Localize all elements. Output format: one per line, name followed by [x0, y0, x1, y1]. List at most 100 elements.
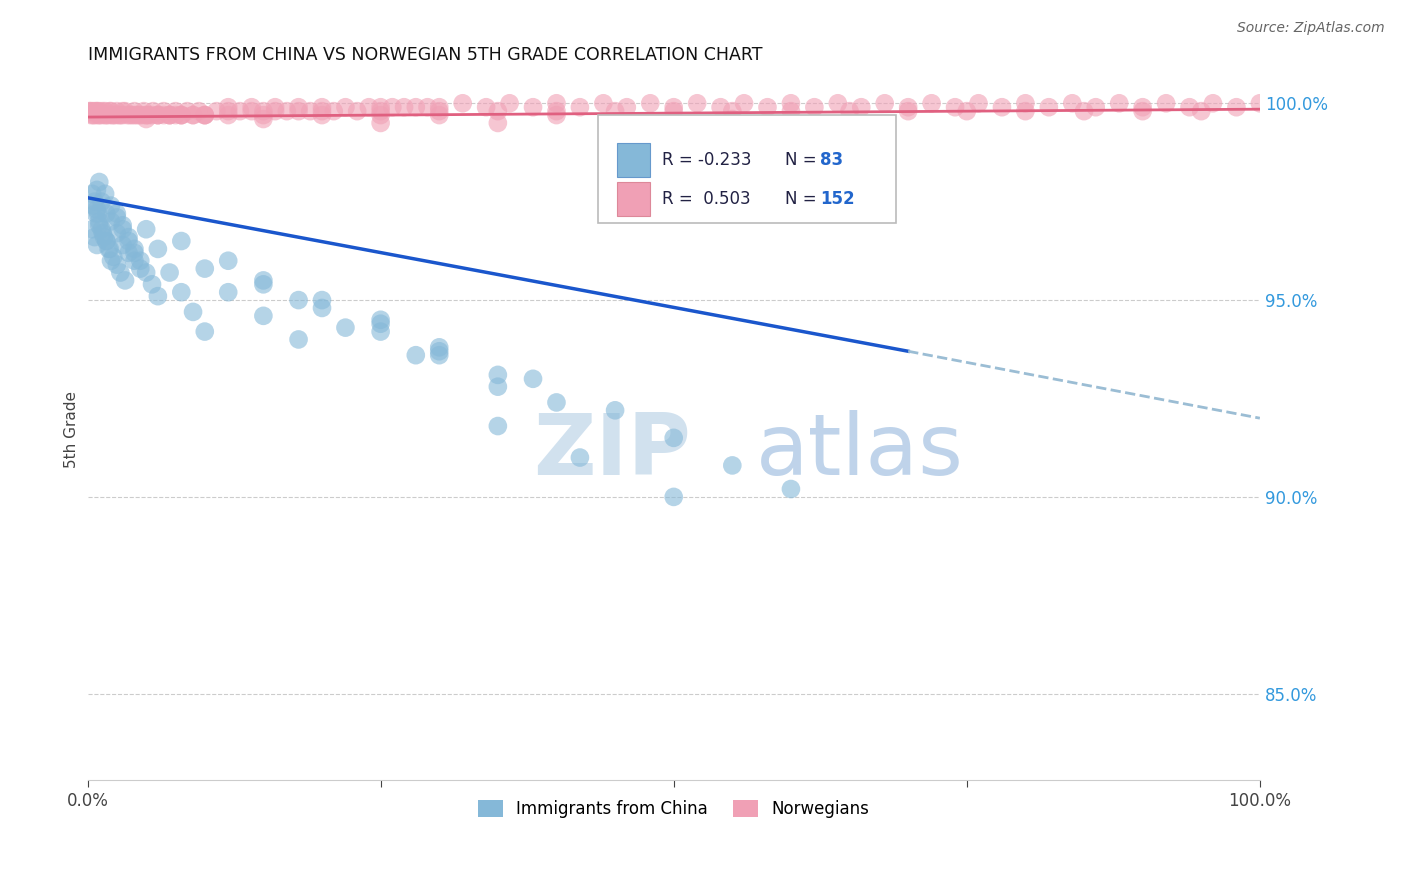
Point [87, 206, 110, 220]
Point [838, 120, 860, 134]
Point [132, 104, 155, 119]
Point [105, 206, 128, 220]
Bar [617, 182, 650, 216]
Point [86, 202, 108, 217]
Point [416, 100, 439, 114]
Point [592, 96, 614, 111]
Point [1038, 100, 1060, 114]
Point [89, 175, 111, 189]
Point [838, 104, 860, 119]
Point [114, 104, 136, 119]
Point [486, 419, 509, 434]
Point [1014, 96, 1036, 111]
Point [89, 219, 111, 233]
Point [427, 348, 450, 362]
Point [104, 108, 127, 122]
Point [80, 108, 103, 122]
Point [110, 108, 132, 122]
Point [370, 104, 392, 119]
Point [159, 108, 181, 122]
Point [124, 245, 146, 260]
Point [125, 108, 148, 122]
Text: Source: ZipAtlas.com: Source: ZipAtlas.com [1237, 21, 1385, 35]
Point [138, 108, 160, 122]
Point [733, 96, 755, 111]
Point [84, 206, 107, 220]
Point [603, 116, 626, 130]
Point [780, 482, 803, 496]
Point [252, 273, 274, 287]
Point [1014, 104, 1036, 119]
Point [240, 100, 263, 114]
Point [129, 253, 152, 268]
Point [1154, 96, 1177, 111]
Point [194, 108, 217, 122]
Point [86, 104, 108, 119]
Point [82, 199, 104, 213]
Point [311, 104, 333, 119]
Point [427, 344, 450, 359]
Point [100, 199, 122, 213]
Point [335, 100, 357, 114]
Point [152, 108, 174, 122]
Point [96, 206, 118, 220]
Point [96, 234, 118, 248]
Point [486, 116, 509, 130]
Point [124, 253, 146, 268]
Point [311, 108, 333, 122]
Text: N =: N = [785, 152, 817, 169]
Point [121, 108, 143, 122]
Point [110, 266, 132, 280]
Point [546, 104, 568, 119]
Point [475, 100, 498, 114]
Point [217, 285, 239, 300]
Point [217, 108, 239, 122]
Point [82, 108, 104, 122]
Point [98, 242, 121, 256]
Point [1202, 96, 1225, 111]
Text: R = -0.233: R = -0.233 [662, 152, 751, 169]
Legend: Immigrants from China, Norwegians: Immigrants from China, Norwegians [471, 793, 876, 824]
Point [91, 104, 114, 119]
Point [108, 108, 131, 122]
Point [276, 104, 298, 119]
Point [146, 289, 169, 303]
Point [638, 96, 661, 111]
Point [117, 234, 139, 248]
Point [252, 104, 274, 119]
Point [522, 100, 544, 114]
Point [187, 104, 209, 119]
Point [103, 250, 125, 264]
Point [603, 104, 626, 119]
Point [79, 104, 101, 119]
Point [427, 108, 450, 122]
Point [287, 293, 309, 307]
Point [146, 108, 169, 122]
Point [83, 230, 105, 244]
Point [135, 222, 157, 236]
Point [252, 108, 274, 122]
Point [1062, 96, 1084, 111]
Point [142, 104, 165, 119]
Point [124, 242, 146, 256]
Point [135, 266, 157, 280]
Point [96, 234, 118, 248]
Point [662, 104, 685, 119]
Point [146, 108, 169, 122]
Point [159, 108, 181, 122]
Point [252, 277, 274, 292]
Point [96, 108, 118, 122]
Point [686, 96, 709, 111]
Point [287, 333, 309, 347]
Point [135, 112, 157, 126]
Text: R =  0.503: R = 0.503 [662, 190, 751, 208]
Point [105, 211, 128, 225]
Point [1073, 104, 1095, 119]
Point [111, 108, 134, 122]
Point [105, 258, 128, 272]
Point [159, 108, 181, 122]
Point [240, 104, 263, 119]
Point [114, 273, 136, 287]
Point [346, 104, 368, 119]
Point [100, 253, 122, 268]
